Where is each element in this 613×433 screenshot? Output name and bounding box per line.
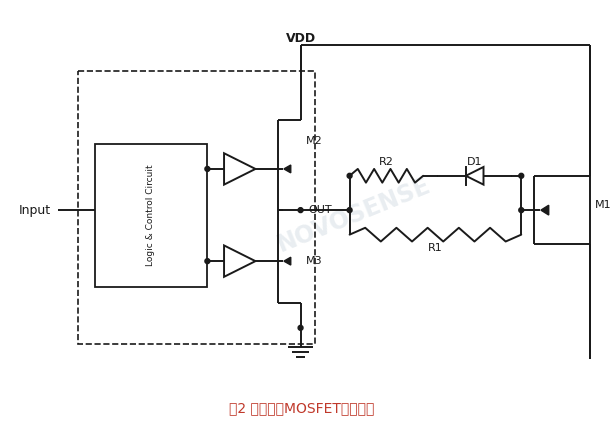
Circle shape — [298, 208, 303, 213]
Circle shape — [519, 173, 524, 178]
Circle shape — [298, 325, 303, 330]
Text: M3: M3 — [305, 256, 322, 266]
Polygon shape — [224, 246, 256, 277]
Text: R1: R1 — [428, 243, 443, 253]
Circle shape — [205, 259, 210, 264]
Text: Logic & Control Circuit: Logic & Control Circuit — [146, 164, 155, 266]
Polygon shape — [541, 205, 549, 215]
Polygon shape — [224, 153, 256, 184]
Text: Input: Input — [19, 204, 51, 216]
Text: OUT: OUT — [308, 205, 332, 215]
Circle shape — [347, 208, 352, 213]
Circle shape — [347, 173, 352, 178]
Text: M2: M2 — [305, 136, 322, 146]
Text: D1: D1 — [466, 157, 482, 167]
Text: VDD: VDD — [286, 32, 316, 45]
Polygon shape — [284, 165, 291, 173]
Circle shape — [519, 208, 524, 213]
Bar — [94, 144, 207, 287]
Polygon shape — [466, 167, 484, 184]
Circle shape — [205, 166, 210, 171]
Bar — [78, 71, 315, 343]
Text: 图2 常见功率MOSFET驱动电路: 图2 常见功率MOSFET驱动电路 — [229, 401, 374, 415]
Text: M1: M1 — [595, 200, 611, 210]
Text: R2: R2 — [378, 157, 394, 167]
Text: NOVOSENSE: NOVOSENSE — [274, 173, 435, 257]
Polygon shape — [284, 257, 291, 265]
